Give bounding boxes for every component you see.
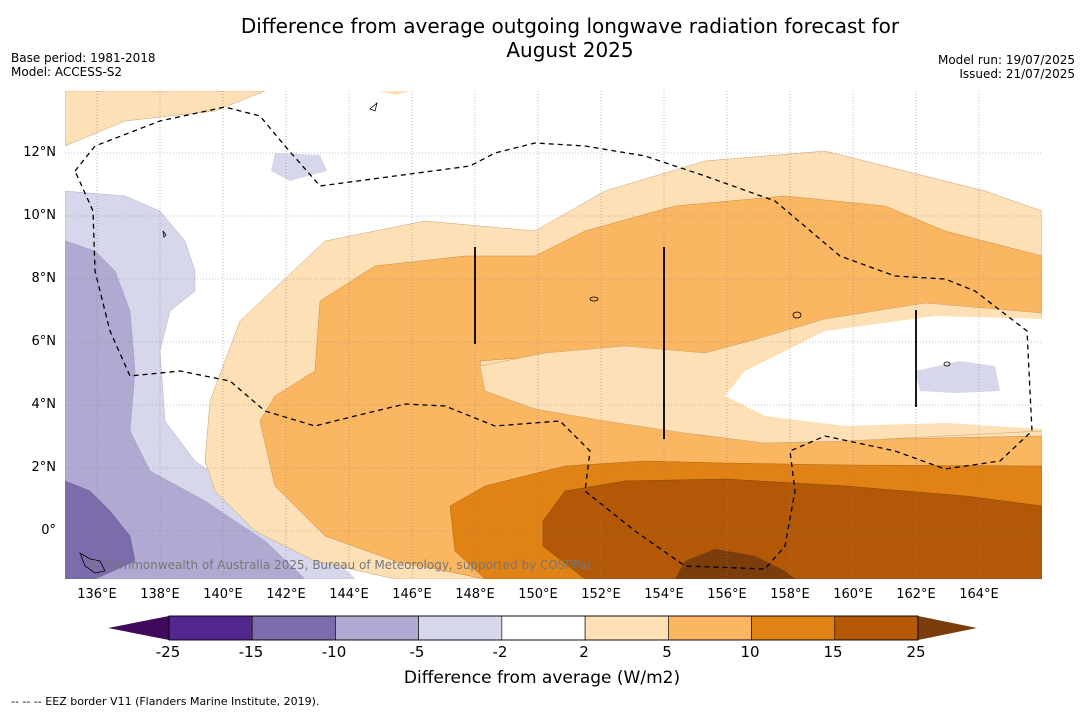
colorbar-box <box>584 615 669 641</box>
lon-label-164e: 164°E <box>959 587 999 602</box>
colorbar-tick: -2 <box>492 643 508 661</box>
anomaly-region <box>65 91 266 147</box>
eez-footnote: -- -- -- EEZ border V11 (Flanders Marine… <box>11 695 320 708</box>
lon-label-140e: 140°E <box>203 587 243 602</box>
colorbar-tick: 10 <box>740 643 760 661</box>
colorbar-box <box>834 615 919 641</box>
colorbar-box <box>668 615 752 641</box>
lon-label-158e: 158°E <box>770 587 810 602</box>
colorbar <box>108 615 977 641</box>
lon-label-150e: 150°E <box>518 587 558 602</box>
base-info: Base period: 1981-2018 Model: ACCESS-S2 <box>11 51 156 79</box>
map-title-line1: Difference from average outgoing longwav… <box>240 14 900 38</box>
lon-label-156e: 156°E <box>707 587 747 602</box>
base-period: Base period: 1981-2018 <box>11 51 156 65</box>
colorbar-tick: -25 <box>155 643 181 661</box>
map-panel <box>65 91 1042 579</box>
colorbar-box <box>335 615 419 641</box>
lon-label-162e: 162°E <box>896 587 936 602</box>
lon-label-160e: 160°E <box>833 587 873 602</box>
coastlines <box>79 101 951 574</box>
lat-label-8n: 8°N <box>31 271 57 286</box>
lon-label-146e: 146°E <box>392 587 432 602</box>
colorbar-tick: 25 <box>906 643 926 661</box>
anomaly-region <box>725 316 1042 429</box>
colorbar-box <box>418 615 503 641</box>
lon-label-144e: 144°E <box>329 587 369 602</box>
lon-label-142e: 142°E <box>266 587 306 602</box>
run-info: Model run: 19/07/2025 Issued: 21/07/2025 <box>938 53 1075 81</box>
lon-label-148e: 148°E <box>455 587 495 602</box>
copyright-text: © Commonwealth of Australia 2025, Bureau… <box>88 558 594 572</box>
anomaly-region <box>380 91 410 95</box>
lat-label-0: 0° <box>41 523 56 538</box>
colorbar-tick: 5 <box>662 643 672 661</box>
colorbar-tick: -10 <box>321 643 347 661</box>
anomaly-region <box>271 153 327 181</box>
lon-label-138e: 138°E <box>140 587 180 602</box>
colorbar-extend-low <box>108 616 169 640</box>
colorbar-tick: 15 <box>823 643 843 661</box>
colorbar-box <box>168 615 253 641</box>
colorbar-boxes <box>168 615 919 641</box>
lat-label-2n: 2°N <box>31 460 57 475</box>
map-title: Difference from average outgoing longwav… <box>170 14 970 62</box>
lon-label-154e: 154°E <box>644 587 684 602</box>
lon-label-152e: 152°E <box>581 587 621 602</box>
colorbar-box <box>751 615 836 641</box>
map-title-line2: August 2025 <box>506 38 634 62</box>
anomaly-region <box>65 240 306 579</box>
colorbar-tick: 2 <box>579 643 589 661</box>
lat-label-10n: 10°N <box>23 208 56 223</box>
colorbar-extend-high <box>918 616 977 640</box>
anomaly-region <box>675 549 795 579</box>
lat-label-6n: 6°N <box>31 334 57 349</box>
issued-date: Issued: 21/07/2025 <box>959 67 1075 81</box>
colorbar-box <box>501 615 586 641</box>
colorbar-tick: -15 <box>238 643 264 661</box>
lat-label-4n: 4°N <box>31 397 57 412</box>
lon-label-136e: 136°E <box>77 587 117 602</box>
colorbar-tick: -5 <box>409 643 425 661</box>
lat-label-12n: 12°N <box>23 145 56 160</box>
model-run: Model run: 19/07/2025 <box>937 53 1075 67</box>
colorbar-box <box>251 615 336 641</box>
gridlines <box>65 91 1042 579</box>
colorbar-label: Difference from average (W/m2) <box>403 668 681 688</box>
model-name: Model: ACCESS-S2 <box>11 65 123 79</box>
